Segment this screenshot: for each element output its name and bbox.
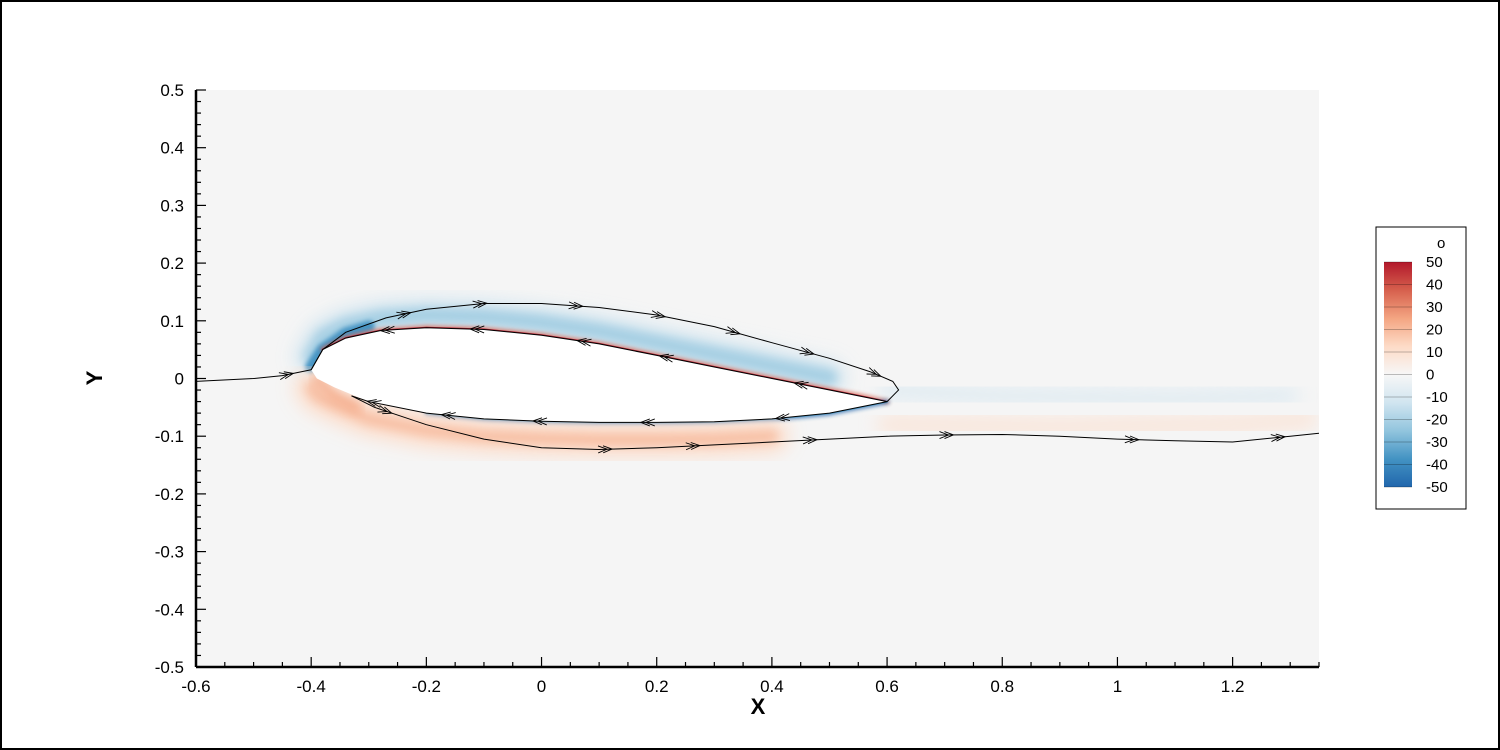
colorbar-label: 40 bbox=[1426, 277, 1443, 294]
colorbar-label: 50 bbox=[1426, 254, 1443, 271]
streamline-arrow bbox=[531, 417, 548, 426]
colorbar-label: -40 bbox=[1426, 457, 1448, 474]
lower-shear-band bbox=[305, 381, 778, 446]
y-tick-label: -0.5 bbox=[155, 658, 184, 677]
streamline-arrow bbox=[799, 346, 816, 356]
y-tick-label: 0.5 bbox=[160, 81, 184, 100]
colorbar-label: 20 bbox=[1426, 322, 1443, 339]
colorbar-title: o bbox=[1437, 235, 1445, 252]
streamline-arrow bbox=[379, 325, 395, 334]
streamline-arrow bbox=[440, 411, 456, 420]
x-tick-label: 0.8 bbox=[990, 677, 1014, 696]
x-tick-label: 1.2 bbox=[1221, 677, 1245, 696]
y-tick-label: 0.4 bbox=[160, 139, 184, 158]
streamline-arrow bbox=[939, 431, 955, 440]
streamline-arrow bbox=[568, 301, 585, 310]
x-axis-ticks: -0.6 -0.4 -0.2 0 0.2 0.4 0.6 0.8 1 1.2 bbox=[181, 657, 1320, 696]
y-tick-label: -0.3 bbox=[155, 543, 184, 562]
x-tick-label: -0.6 bbox=[181, 677, 210, 696]
colorbar-label: -30 bbox=[1426, 434, 1448, 451]
streamline-arrow bbox=[774, 413, 791, 422]
streamlines bbox=[196, 300, 1319, 454]
streamline-arrow bbox=[396, 310, 413, 320]
upper-shear-band bbox=[303, 307, 838, 386]
wake-upper bbox=[878, 381, 1300, 408]
streamline bbox=[351, 395, 888, 423]
colorbar-label: -20 bbox=[1426, 412, 1448, 429]
x-tick-label: -0.2 bbox=[412, 677, 441, 696]
y-tick-label: 0.2 bbox=[160, 254, 184, 273]
colorbar-label: -10 bbox=[1426, 389, 1448, 406]
streamline-arrow bbox=[597, 445, 614, 454]
streamline-arrow bbox=[1124, 435, 1141, 444]
streamline-arrow bbox=[866, 367, 882, 377]
x-tick-label: 0.6 bbox=[875, 677, 899, 696]
streamline-arrow bbox=[365, 399, 382, 408]
streamline-arrow bbox=[639, 418, 655, 427]
x-tick-label: 0.2 bbox=[645, 677, 669, 696]
y-tick-label: 0 bbox=[175, 370, 184, 389]
streamline bbox=[196, 369, 312, 382]
x-axis-title: X bbox=[751, 694, 766, 719]
colorbar-label: -50 bbox=[1426, 479, 1448, 496]
x-tick-label: 1 bbox=[1113, 677, 1122, 696]
streamline-arrow bbox=[1270, 433, 1287, 442]
streamline-arrow bbox=[575, 337, 592, 347]
streamline-arrow bbox=[650, 310, 667, 319]
airfoil-body bbox=[311, 327, 888, 423]
x-tick-label: 0 bbox=[537, 677, 546, 696]
streamline bbox=[351, 395, 1319, 451]
streamline-arrow bbox=[472, 300, 489, 309]
streamline-arrow bbox=[278, 371, 295, 380]
colorbar-label: 0 bbox=[1426, 367, 1434, 384]
y-tick-label: -0.1 bbox=[155, 427, 184, 446]
colorbar-label: 30 bbox=[1426, 299, 1443, 316]
y-axis-ticks: 0.5 0.4 0.3 0.2 0.1 0 -0.1 -0.2 -0.3 -0.4 -0.5 bbox=[155, 81, 206, 677]
y-tick-label: -0.4 bbox=[155, 600, 184, 619]
colorbar-labels: 50 40 30 20 10 0 -10 -20 -30 -40 -50 bbox=[1384, 254, 1448, 496]
streamline-arrow bbox=[792, 380, 809, 390]
streamline-arrow bbox=[377, 405, 394, 415]
wake-lower bbox=[876, 407, 1319, 439]
streamline-arrow bbox=[468, 325, 485, 334]
leading-edge-shear bbox=[311, 373, 363, 413]
y-tick-label: 0.3 bbox=[160, 196, 184, 215]
y-axis-title: Y bbox=[82, 370, 107, 385]
streamline bbox=[310, 327, 888, 403]
y-tick-label: 0.1 bbox=[160, 312, 184, 331]
colorbar-label: 10 bbox=[1426, 344, 1443, 361]
y-tick-label: -0.2 bbox=[155, 485, 184, 504]
colorbar-legend: o 50 40 30 20 10 0 -10 -20 -30 -40 -50 bbox=[1375, 226, 1467, 510]
streamline-arrow bbox=[802, 436, 819, 445]
streamline-arrow bbox=[685, 442, 702, 451]
streamline-arrow bbox=[658, 353, 674, 363]
streamline-arrow bbox=[725, 326, 742, 336]
x-tick-label: -0.4 bbox=[297, 677, 326, 696]
x-tick-label: 0.4 bbox=[760, 677, 784, 696]
